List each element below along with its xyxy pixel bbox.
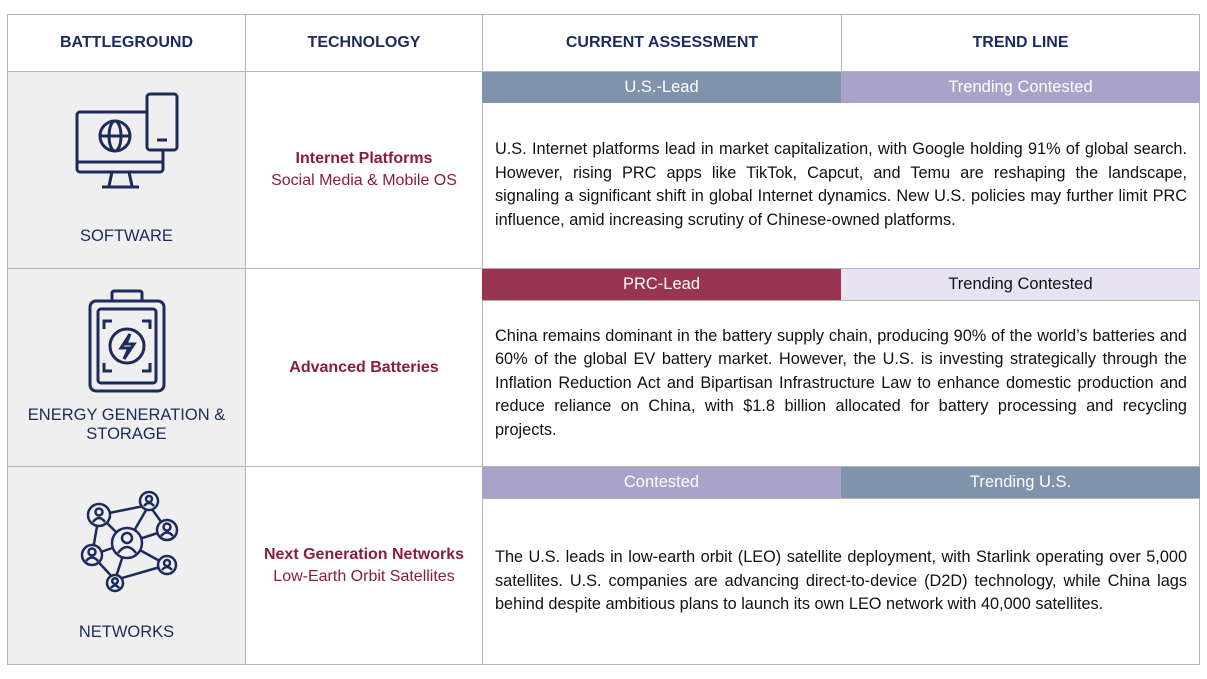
battleground-cell: NETWORKS xyxy=(7,466,246,665)
trend-badge: Trending U.S. xyxy=(841,467,1200,498)
technology-detail: Social Media & Mobile OS xyxy=(271,172,457,189)
description-text: China remains dominant in the battery su… xyxy=(495,326,1187,439)
description-text: U.S. Internet platforms lead in market c… xyxy=(495,140,1187,229)
technology-name: Internet Platforms xyxy=(295,150,433,167)
technology-cell: Internet Platforms Social Media & Mobile… xyxy=(245,71,483,269)
description: The U.S. leads in low-earth orbit (LEO) … xyxy=(482,498,1200,665)
trend-badge: Trending Contested xyxy=(841,269,1200,300)
software-icon xyxy=(75,92,178,189)
assessment-badge: Contested xyxy=(482,467,841,498)
assessment-badge: PRC-Lead xyxy=(482,269,841,300)
header-cell: TREND LINE xyxy=(841,14,1200,72)
battleground-label: NETWORKS xyxy=(78,623,175,641)
description: U.S. Internet platforms lead in market c… xyxy=(482,102,1200,269)
header-cell: TECHNOLOGY xyxy=(245,14,483,72)
header-cell: CURRENT ASSESSMENT xyxy=(482,14,842,72)
technology-cell: Next Generation Networks Low-Earth Orbit… xyxy=(245,466,483,665)
technology-name: Next Generation Networks xyxy=(263,545,465,563)
technology-name: Advanced Batteries xyxy=(289,358,439,376)
description: China remains dominant in the battery su… xyxy=(482,300,1200,467)
technology-detail: Low-Earth Orbit Satellites xyxy=(273,567,455,585)
network-icon xyxy=(80,490,178,593)
battleground-label: ENERGY GENERATION & STORAGE xyxy=(27,406,226,443)
technology-cell: Advanced Batteries xyxy=(245,268,483,467)
battleground-cell: SOFTWARE xyxy=(7,71,246,269)
header-cell: BATTLEGROUND xyxy=(7,14,246,72)
trend-badge: Trending Contested xyxy=(841,72,1200,103)
battleground-cell: ENERGY GENERATION & STORAGE xyxy=(7,268,246,467)
battleground-label: SOFTWARE xyxy=(80,227,173,245)
battery-icon xyxy=(88,289,165,393)
description-text: The U.S. leads in low-earth orbit (LEO) … xyxy=(495,548,1187,614)
assessment-badge: U.S.-Lead xyxy=(482,72,841,103)
